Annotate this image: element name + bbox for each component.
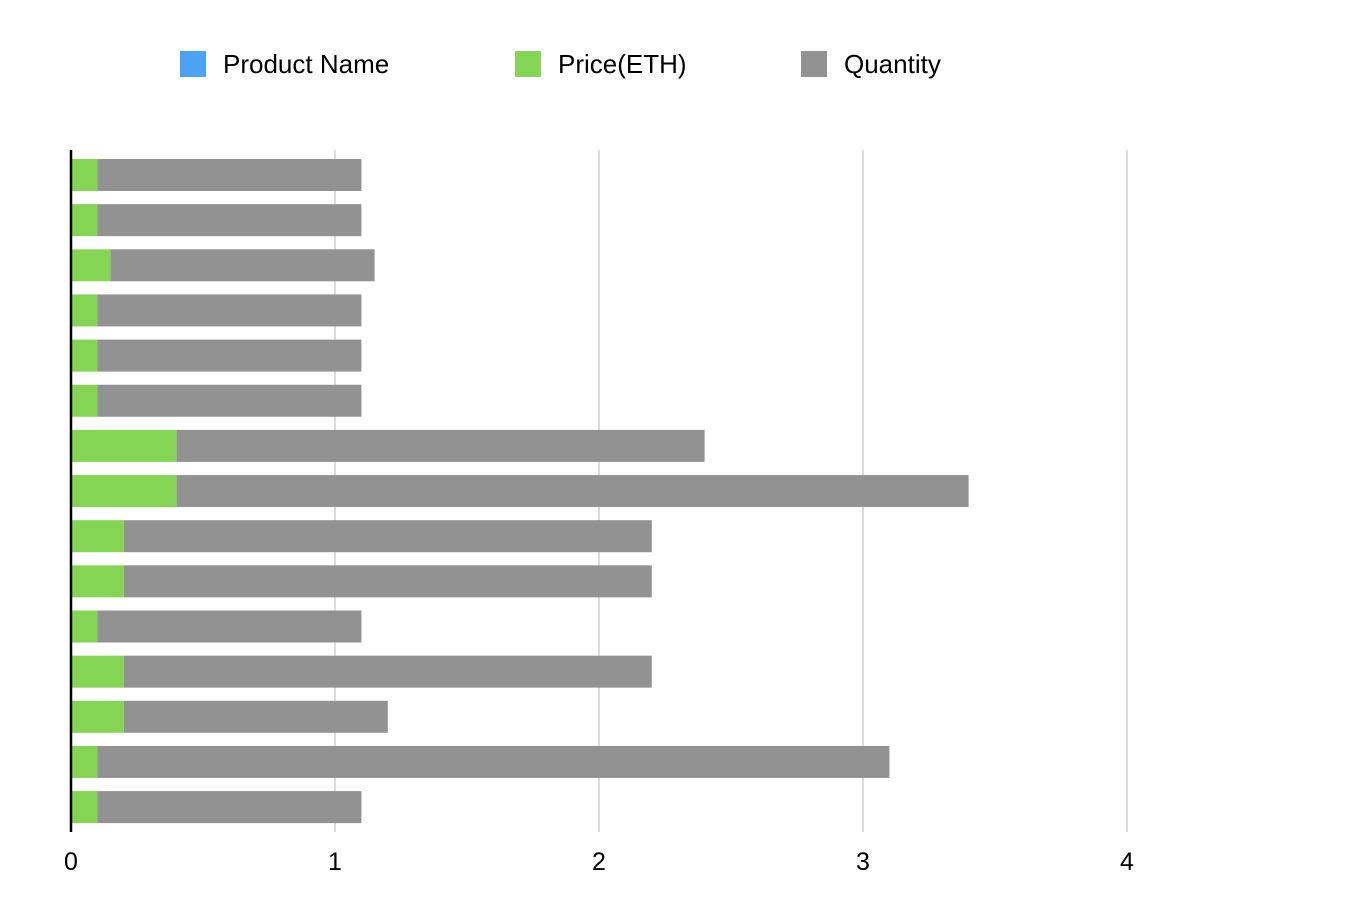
bar-price-eth-row-8[interactable] xyxy=(71,475,177,508)
bar-price-eth-row-12[interactable] xyxy=(71,655,124,688)
bar-price-eth-row-10[interactable] xyxy=(71,565,124,598)
bar-quantity-row-8[interactable] xyxy=(176,475,969,508)
bar-price-eth-row-9[interactable] xyxy=(71,520,124,553)
bar-price-eth-row-1[interactable] xyxy=(71,159,98,191)
legend-label-quantity: Quantity xyxy=(844,48,941,79)
bar-price-eth-row-5[interactable] xyxy=(71,339,98,372)
bar-quantity-row-13[interactable] xyxy=(123,700,388,733)
legend-item-price[interactable]: Price(ETH) xyxy=(515,48,687,79)
x-tick-label-1: 1 xyxy=(328,848,342,876)
bar-price-eth-row-15[interactable] xyxy=(71,791,98,824)
bar-price-eth-row-6[interactable] xyxy=(71,384,98,417)
bar-quantity-row-2[interactable] xyxy=(97,204,362,237)
bar-quantity-row-5[interactable] xyxy=(97,339,362,372)
bar-quantity-row-9[interactable] xyxy=(123,520,652,553)
x-tick-label-3: 3 xyxy=(856,848,870,876)
legend-swatch-product-name xyxy=(180,51,206,77)
bar-quantity-row-3[interactable] xyxy=(110,249,375,282)
legend-item-quantity[interactable]: Quantity xyxy=(801,48,941,79)
bar-quantity-row-11[interactable] xyxy=(97,610,362,643)
bar-quantity-row-14[interactable] xyxy=(97,745,890,778)
bar-price-eth-row-13[interactable] xyxy=(71,700,124,733)
bar-quantity-row-10[interactable] xyxy=(123,565,652,598)
legend-swatch-quantity xyxy=(801,51,827,77)
bar-quantity-row-4[interactable] xyxy=(97,294,362,327)
x-tick-label-2: 2 xyxy=(592,848,606,876)
legend: Product Name Price(ETH) Quantity xyxy=(0,0,1350,110)
bar-price-eth-row-4[interactable] xyxy=(71,294,98,327)
bar-quantity-row-15[interactable] xyxy=(97,791,362,824)
x-tick-label-4: 4 xyxy=(1120,848,1134,876)
bar-quantity-row-12[interactable] xyxy=(123,655,652,688)
legend-swatch-price xyxy=(515,51,541,77)
bar-price-eth-row-14[interactable] xyxy=(71,745,98,778)
legend-label-price: Price(ETH) xyxy=(558,48,687,79)
bar-price-eth-row-2[interactable] xyxy=(71,204,98,237)
x-tick-labels: 0 1 2 3 4 xyxy=(64,848,1134,876)
bar-quantity-row-1[interactable] xyxy=(97,159,362,191)
bar-price-eth-row-11[interactable] xyxy=(71,610,98,643)
bar-quantity-row-7[interactable] xyxy=(176,429,705,462)
x-tick-label-0: 0 xyxy=(64,848,78,876)
bar-price-eth-row-3[interactable] xyxy=(71,249,111,282)
bar-price-eth-row-7[interactable] xyxy=(71,429,177,462)
legend-label-product-name: Product Name xyxy=(223,48,390,79)
legend-item-product-name[interactable]: Product Name xyxy=(180,48,390,79)
bars xyxy=(71,159,969,824)
bar-quantity-row-6[interactable] xyxy=(97,384,362,417)
